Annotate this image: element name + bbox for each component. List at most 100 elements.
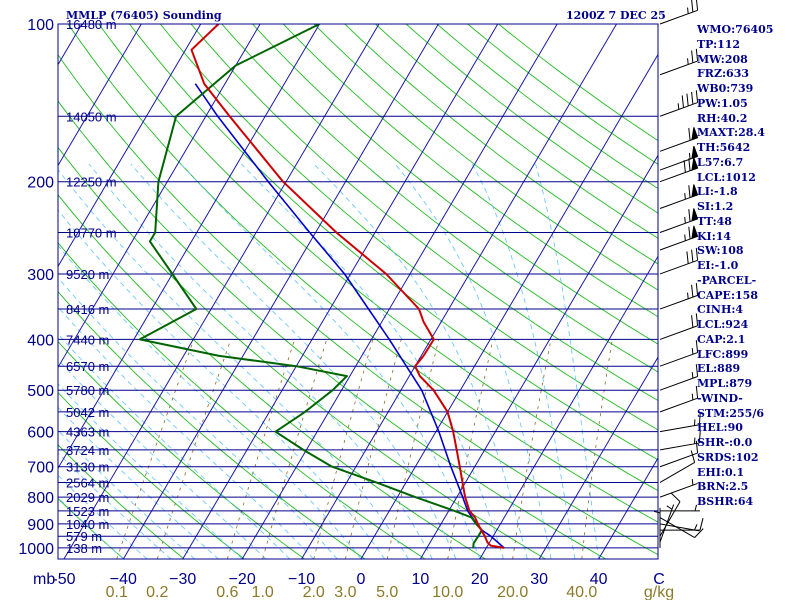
barb-pennant xyxy=(691,184,699,198)
isotherm xyxy=(58,24,142,167)
barb-flag xyxy=(696,0,699,11)
temperature-tick-label: 30 xyxy=(530,571,548,588)
height-label: 12250 m xyxy=(66,175,117,190)
isotherm xyxy=(58,24,261,369)
moist-adiabat xyxy=(394,163,552,559)
barb-pennant xyxy=(691,145,699,160)
moist-adiabat xyxy=(241,163,504,559)
barb-flag xyxy=(691,91,694,105)
height-label: 5042 m xyxy=(66,405,109,420)
dry-adiabat xyxy=(221,24,658,373)
mixing-ratio-tick-label: 20.0 xyxy=(497,584,528,600)
stat-item: MW:208 xyxy=(697,52,748,66)
barb-pennant xyxy=(691,157,699,171)
isotherm xyxy=(122,24,439,559)
stat-item: TT:48 xyxy=(697,214,732,228)
dewpoint-line xyxy=(138,24,483,548)
barb-flag xyxy=(698,412,701,425)
sounding-indices-panel: WMO:76405 TP:112 MW:208 FRZ:633 WB0:739 PW:1.… xyxy=(697,23,773,510)
wind-barb xyxy=(659,440,699,468)
isotherm xyxy=(63,24,380,559)
barb-pennant xyxy=(691,208,699,222)
isotherm xyxy=(241,24,558,559)
height-label: 7440 m xyxy=(66,332,109,347)
wind-barb xyxy=(659,283,699,310)
barb-half-flag xyxy=(653,510,661,514)
dry-adiabat xyxy=(252,24,658,345)
barb-flag xyxy=(695,364,699,377)
wind-barb xyxy=(659,478,698,498)
moist-adiabat xyxy=(58,333,291,559)
stat-item: CAP:2.1 xyxy=(697,332,746,346)
barb-shaft xyxy=(659,60,698,76)
stat-item: L57:6.7 xyxy=(697,155,744,169)
dry-adiabat xyxy=(313,24,658,291)
stat-item: KI:14 xyxy=(697,229,732,243)
stat-item: LFC:899 xyxy=(697,347,749,361)
stat-item: RH:40.2 xyxy=(697,111,748,125)
barb-shaft xyxy=(659,218,698,233)
dry-adiabat xyxy=(498,24,658,142)
mixing-ratio-line xyxy=(262,339,328,559)
moist-adiabat xyxy=(130,163,457,559)
moist-adiabat xyxy=(58,169,409,559)
mixing-ratio-line xyxy=(313,339,374,559)
height-label: 14050 m xyxy=(66,109,117,124)
isotherm xyxy=(182,24,499,559)
isotherm xyxy=(479,255,658,559)
barb-shaft xyxy=(659,424,700,433)
stat-item: WMO:76405 xyxy=(697,23,774,36)
dry-adiabat xyxy=(58,291,366,559)
barb-shaft xyxy=(659,325,698,340)
barb-flag xyxy=(695,48,699,62)
barb-shaft xyxy=(659,452,698,468)
stat-item: BRN:2.5 xyxy=(697,480,749,494)
temperature-tick-label: −40 xyxy=(110,571,137,588)
height-label: 4363 m xyxy=(66,425,109,440)
stat-item: EL:889 xyxy=(697,362,741,376)
stat-item: LCL:924 xyxy=(697,318,749,331)
moist-adiabat xyxy=(58,358,267,559)
isotherm xyxy=(598,457,658,559)
pressure-tick-label: 600 xyxy=(27,425,54,442)
mixing-ratio-tick-label: 3.0 xyxy=(334,584,356,600)
barb-half-flag xyxy=(691,348,694,355)
moist-adiabat xyxy=(58,496,124,559)
dry-adiabat xyxy=(159,24,658,431)
pressure-unit-label: mb xyxy=(33,571,55,588)
wind-barb xyxy=(660,504,700,512)
pressure-tick-label: 300 xyxy=(27,267,54,284)
isotherm xyxy=(0,24,23,559)
wind-barb xyxy=(659,247,699,275)
barb-half-flag xyxy=(691,478,694,486)
height-label: 6570 m xyxy=(66,359,109,374)
stat-item: EI:-1.0 xyxy=(697,259,739,272)
moist-adiabat xyxy=(58,306,314,559)
isotherm xyxy=(360,53,658,559)
temperature-tick-label: 10 xyxy=(411,571,429,588)
isotherm xyxy=(301,24,617,559)
chart-time: 1200Z 7 DEC 25 xyxy=(566,9,666,22)
barb-flag xyxy=(686,251,689,264)
barb-shaft xyxy=(659,482,698,498)
barb-half-flag xyxy=(688,152,691,160)
barb-shaft xyxy=(659,9,698,25)
dry-adiabat xyxy=(67,24,658,523)
barb-shaft xyxy=(659,167,698,183)
temperature-tick-label: −30 xyxy=(169,571,196,588)
height-label: 10770 m xyxy=(66,225,117,240)
stat-item: SW:108 xyxy=(697,244,744,258)
mixing-ratio-tick-label: 0.1 xyxy=(106,584,128,600)
barb-flag xyxy=(688,158,691,171)
barb-shaft xyxy=(659,235,698,251)
isotherm xyxy=(538,356,658,559)
barb-half-flag xyxy=(694,524,698,531)
mixing-ratio-line xyxy=(512,339,552,559)
barb-flag xyxy=(695,385,699,399)
isotherm xyxy=(419,154,658,559)
barb-flag xyxy=(690,450,696,463)
mixing-ratio-unit-label: g/kg xyxy=(644,584,674,600)
moist-adiabat xyxy=(471,163,576,559)
stat-item: LI:-1.8 xyxy=(697,185,738,199)
